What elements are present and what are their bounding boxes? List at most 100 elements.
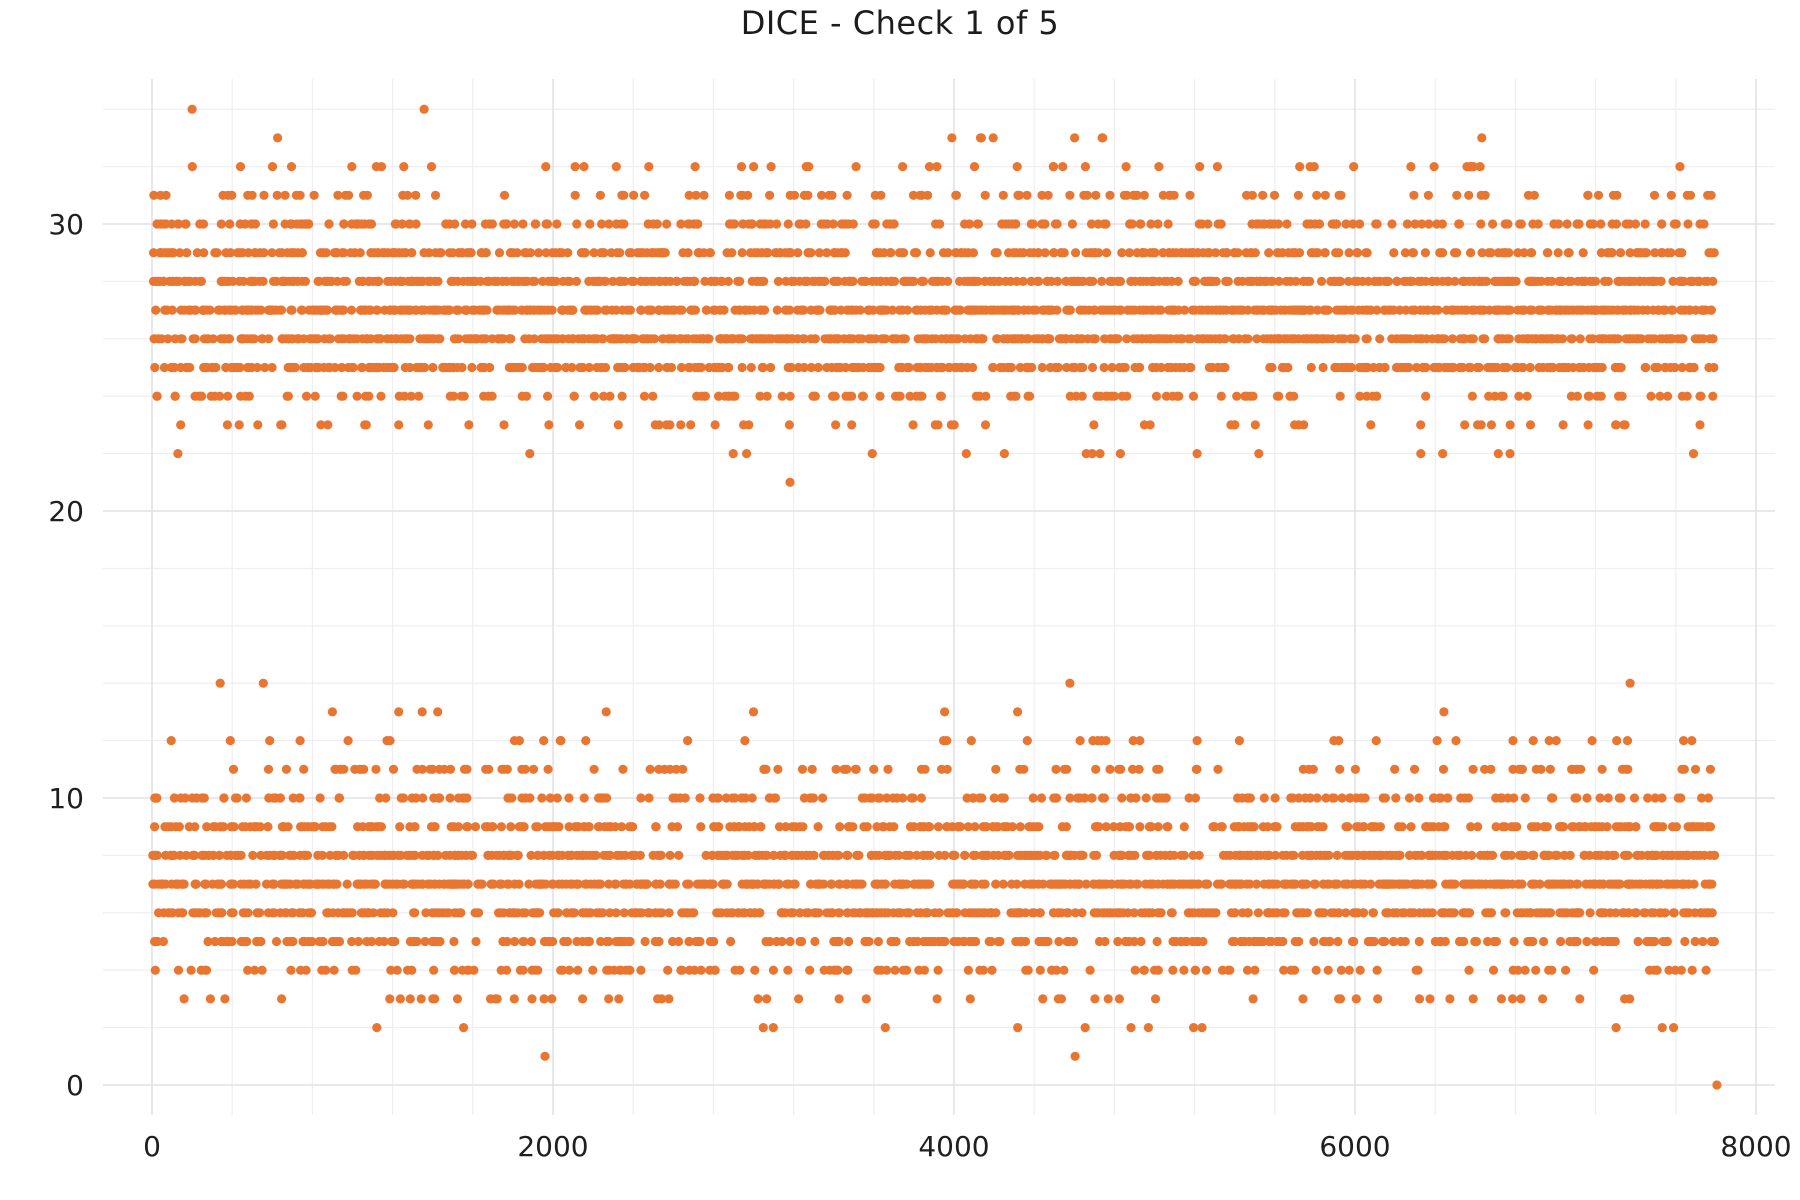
scatter-point [749, 162, 759, 172]
scatter-point [1235, 850, 1245, 861]
scatter-point [1697, 305, 1707, 315]
scatter-point [381, 850, 391, 861]
scatter-point [364, 362, 375, 373]
scatter-point [1122, 334, 1132, 344]
plot-panel [103, 79, 1775, 1115]
scatter-point [1640, 219, 1650, 229]
scatter-point [638, 334, 648, 344]
scatter-point [336, 391, 346, 401]
scatter-point [530, 219, 540, 229]
scatter-point [226, 879, 236, 889]
scatter-point [723, 391, 733, 401]
scatter-point [1579, 362, 1589, 373]
scatter-point [1380, 276, 1390, 286]
scatter-point [1048, 162, 1059, 172]
scatter-point [1677, 248, 1687, 258]
scatter-point [672, 276, 682, 286]
scatter-point [273, 133, 283, 143]
scatter-point [655, 305, 665, 315]
scatter-point [1679, 305, 1689, 315]
scatter-point [1062, 305, 1072, 315]
scatter-point [792, 305, 803, 315]
scatter-point [541, 879, 551, 889]
scatter-point [1191, 764, 1201, 774]
scatter-point [567, 362, 577, 373]
scatter-point [1475, 162, 1485, 172]
scatter-point [1459, 334, 1469, 344]
scatter-point [1033, 248, 1043, 258]
scatter-point [1312, 793, 1322, 803]
scatter-point [919, 334, 930, 344]
scatter-point [324, 879, 334, 889]
scatter-point [570, 162, 580, 172]
scatter-point [387, 362, 397, 373]
scatter-point [1259, 793, 1269, 803]
scatter-point [197, 793, 208, 803]
scatter-point [1554, 219, 1564, 229]
scatter-point [521, 391, 532, 401]
scatter-point [1177, 879, 1187, 889]
scatter-point [1022, 736, 1032, 746]
scatter-point [1480, 334, 1490, 344]
scatter-point [1015, 362, 1025, 373]
scatter-point [988, 822, 999, 832]
scatter-point [418, 793, 428, 803]
scatter-point [1505, 449, 1515, 459]
scatter-point [1357, 362, 1368, 373]
scatter-point [1402, 879, 1413, 889]
scatter-point [267, 248, 277, 258]
scatter-point [1215, 879, 1226, 889]
scatter-point [1012, 162, 1022, 172]
scatter-point [1331, 248, 1341, 258]
scatter-point [957, 362, 967, 373]
scatter-point [899, 879, 909, 889]
scatter-point [356, 305, 366, 315]
scatter-point [1666, 190, 1676, 200]
scatter-point [1438, 449, 1448, 459]
scatter-point [540, 334, 550, 344]
scatter-point [333, 190, 343, 200]
scatter-point [1299, 276, 1309, 286]
scatter-point [518, 219, 528, 229]
scatter-point [1320, 248, 1330, 258]
scatter-point [699, 391, 710, 401]
scatter-point [1699, 219, 1709, 229]
scatter-point [1222, 850, 1232, 861]
scatter-point [1242, 793, 1252, 803]
scatter-point [471, 334, 481, 344]
scatter-point [1248, 391, 1258, 401]
scatter-point [966, 736, 976, 746]
scatter-point [1086, 219, 1097, 229]
scatter-point [1641, 362, 1651, 373]
scatter-point [236, 391, 246, 401]
scatter-point [769, 879, 779, 889]
scatter-point [1514, 391, 1524, 401]
scatter-point [1454, 219, 1465, 229]
scatter-point [999, 449, 1010, 459]
scatter-point [188, 334, 198, 344]
scatter-point [424, 248, 434, 258]
scatter-point [766, 362, 776, 373]
scatter-point [1433, 305, 1443, 315]
scatter-point [1595, 793, 1605, 803]
scatter-point [248, 850, 258, 861]
scatter-point [620, 850, 630, 861]
scatter-point [175, 248, 185, 258]
chart-title: DICE - Check 1 of 5 [740, 4, 1060, 42]
scatter-point [579, 334, 590, 344]
scatter-point [353, 822, 363, 832]
scatter-point [277, 334, 287, 344]
scatter-point [581, 736, 591, 746]
scatter-point [539, 736, 549, 746]
scatter-point [399, 162, 409, 172]
scatter-point [174, 276, 184, 286]
scatter-point [615, 276, 625, 286]
scatter-point [1260, 850, 1270, 861]
scatter-point [1179, 850, 1189, 861]
scatter-point [1689, 362, 1699, 373]
scatter-point [594, 793, 604, 803]
scatter-point [589, 764, 599, 774]
scatter-point [460, 219, 471, 229]
scatter-point [619, 190, 629, 200]
scatter-point [1259, 305, 1269, 315]
